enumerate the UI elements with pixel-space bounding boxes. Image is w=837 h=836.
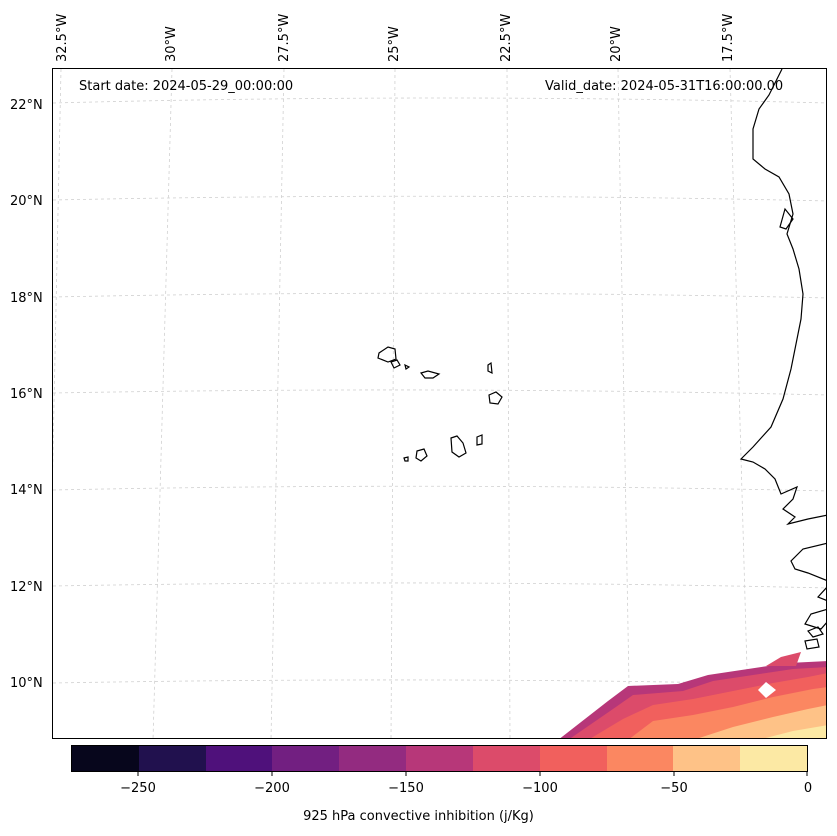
coastlines (377, 69, 826, 650)
gridline-lon-32-5w (53, 69, 62, 472)
lat-label-14n: 14°N (10, 483, 43, 498)
island-sal (487, 361, 493, 375)
colorbar-segment-9 (673, 746, 741, 771)
colorbar-tick-minus-150: −150 (388, 781, 424, 796)
colorbar-tick-minus-100: −100 (522, 781, 558, 796)
gridline-lon-30w (152, 69, 173, 738)
colorbar (71, 745, 808, 772)
bijagos-islands (804, 626, 824, 650)
cin-contour-minus-125-patch (766, 652, 801, 666)
lon-label-32-5w: 32.5°W (55, 13, 70, 62)
colorbar-segment-0 (72, 746, 139, 771)
lat-label-18n: 18°N (10, 291, 43, 306)
gridline-lat-10n (53, 679, 826, 686)
colorbar-segment-6 (472, 746, 540, 771)
lon-label-17-5w: 17.5°W (721, 13, 736, 62)
cin-hole (758, 682, 776, 698)
cin-contour-minus-50 (699, 705, 826, 738)
colorbar-segment-5 (406, 746, 473, 771)
gridline-lon-25w (390, 69, 396, 738)
lat-label-10n: 10°N (10, 676, 43, 691)
colorbar-segment-3 (272, 746, 340, 771)
colorbar-tick-minus-250: −250 (120, 781, 156, 796)
colorbar-segment-1 (138, 746, 206, 771)
island-santo-antao (377, 346, 397, 363)
colorbar-tick-marks (137, 771, 808, 776)
start-date-label: Start date: 2024-05-29_00:00:00 (79, 79, 294, 94)
gridline-lon-20w (617, 69, 631, 738)
banc-darguin (779, 207, 794, 230)
colorbar-segment-4 (339, 746, 407, 771)
map-canvas (53, 69, 826, 738)
island-brava (403, 456, 409, 462)
gridline-lon-22-5w (506, 69, 511, 738)
lat-label-16n: 16°N (10, 387, 43, 402)
gridline-lat-12n (53, 582, 826, 589)
island-santa-luzia (404, 363, 411, 370)
island-boa-vista (488, 391, 503, 405)
lat-label-12n: 12°N (10, 580, 43, 595)
island-fogo (415, 448, 428, 462)
lat-label-22n: 22°N (10, 98, 43, 113)
lon-label-25w: 25°W (387, 26, 402, 62)
gridline-lat-16n (53, 389, 826, 396)
colorbar-segment-10 (740, 746, 807, 771)
lon-label-20w: 20°W (609, 26, 624, 62)
island-sao-vicente (390, 359, 401, 369)
gridline-lon-27-5w (270, 69, 285, 738)
africa-coastline-guinea (804, 587, 826, 630)
colorbar-tick-minus-200: −200 (254, 781, 290, 796)
island-maio (476, 434, 483, 446)
colorbar-tick-minus-50: −50 (660, 781, 688, 796)
graticule (53, 69, 826, 738)
cin-contour-minus-25 (765, 725, 826, 738)
gridline-lat-20n (53, 195, 826, 202)
colorbar-tick-0: 0 (803, 781, 813, 796)
lat-label-20n: 20°N (10, 194, 43, 209)
gridline-lat-18n (53, 292, 826, 299)
island-sao-nicolau (419, 370, 441, 379)
gridline-lon-17-5w (729, 69, 750, 738)
map-panel[interactable]: Start date: 2024-05-29_00:00:00 Valid_da… (52, 68, 827, 739)
cin-contours (560, 652, 826, 738)
africa-coastline (739, 69, 826, 526)
lon-label-27-5w: 27.5°W (277, 13, 292, 62)
colorbar-segment-8 (606, 746, 674, 771)
gridline-lat-14n (53, 485, 826, 492)
colorbar-segment-7 (539, 746, 607, 771)
lon-label-30w: 30°W (164, 26, 179, 62)
lon-label-22-5w: 22.5°W (499, 13, 514, 62)
africa-coastline-south (790, 542, 826, 581)
colorbar-label: 925 hPa convective inhibition (j/Kg) (303, 809, 534, 824)
gridline-lat-22n (53, 97, 826, 104)
island-santiago (450, 435, 467, 458)
colorbar-segment-2 (205, 746, 273, 771)
valid-date-label: Valid_date: 2024-05-31T16:00:00.00 (545, 79, 784, 94)
